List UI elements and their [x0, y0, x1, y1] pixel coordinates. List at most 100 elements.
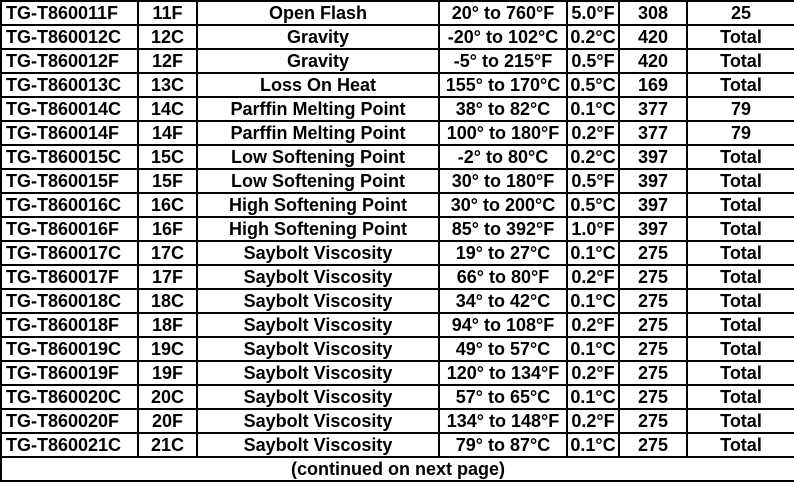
- cell-graduation: 0.5°F: [566, 48, 620, 74]
- cell-graduation: 0.5°C: [566, 72, 620, 98]
- cell-code: 17C: [137, 240, 198, 266]
- cell-catalog-number: TG-T860020C: [0, 384, 139, 410]
- cell-length: 275: [618, 288, 688, 314]
- cell-test-name: Parffin Melting Point: [196, 120, 440, 146]
- cell-catalog-number: TG-T860020F: [0, 408, 139, 434]
- cell-test-name: Saybolt Viscosity: [196, 312, 440, 338]
- cell-temp-range: 30° to 200°C: [438, 192, 568, 218]
- cell-test-name: Open Flash: [196, 0, 440, 26]
- cell-graduation: 0.2°F: [566, 264, 620, 290]
- cell-code: 15C: [137, 144, 198, 170]
- cell-temp-range: 155° to 170°C: [438, 72, 568, 98]
- cell-length: 420: [618, 48, 688, 74]
- cell-temp-range: 94° to 108°F: [438, 312, 568, 338]
- cell-length: 397: [618, 216, 688, 242]
- cell-test-name: High Softening Point: [196, 192, 440, 218]
- cell-graduation: 0.2°C: [566, 24, 620, 50]
- cell-immersion: Total: [686, 288, 794, 314]
- cell-graduation: 0.2°F: [566, 360, 620, 386]
- cell-temp-range: 30° to 180°F: [438, 168, 568, 194]
- cell-length: 275: [618, 432, 688, 458]
- cell-temp-range: 79° to 87°C: [438, 432, 568, 458]
- cell-immersion: Total: [686, 384, 794, 410]
- cell-temp-range: -20° to 102°C: [438, 24, 568, 50]
- cell-temp-range: -2° to 80°C: [438, 144, 568, 170]
- cell-code: 12C: [137, 24, 198, 50]
- cell-code: 16F: [137, 216, 198, 242]
- cell-length: 420: [618, 24, 688, 50]
- cell-graduation: 0.1°C: [566, 96, 620, 122]
- cell-code: 14C: [137, 96, 198, 122]
- cell-catalog-number: TG-T860013C: [0, 72, 139, 98]
- cell-graduation: 0.2°F: [566, 312, 620, 338]
- cell-test-name: Saybolt Viscosity: [196, 288, 440, 314]
- cell-temp-range: 120° to 134°F: [438, 360, 568, 386]
- cell-catalog-number: TG-T860016C: [0, 192, 139, 218]
- table-row: TG-T860015C 15C Low Softening Point -2° to …: [0, 144, 794, 170]
- cell-code: 20C: [137, 384, 198, 410]
- cell-length: 397: [618, 144, 688, 170]
- cell-test-name: High Softening Point: [196, 216, 440, 242]
- cell-graduation: 0.5°C: [566, 192, 620, 218]
- table-row: TG-T860014F 14F Parffin Melting Point 100° …: [0, 120, 794, 146]
- cell-catalog-number: TG-T860017F: [0, 264, 139, 290]
- cell-temp-range: 49° to 57°C: [438, 336, 568, 362]
- cell-graduation: 0.1°C: [566, 240, 620, 266]
- cell-temp-range: 66° to 80°F: [438, 264, 568, 290]
- cell-graduation: 0.1°C: [566, 288, 620, 314]
- table-row: TG-T860011F 11F Open Flash 20° to 760°F 5.0°…: [0, 0, 794, 26]
- cell-graduation: 0.1°C: [566, 336, 620, 362]
- cell-test-name: Low Softening Point: [196, 168, 440, 194]
- cell-length: 308: [618, 0, 688, 26]
- table-row: TG-T860016F 16F High Softening Point 85° to…: [0, 216, 794, 242]
- cell-graduation: 0.1°C: [566, 432, 620, 458]
- cell-immersion: 79: [686, 96, 794, 122]
- cell-catalog-number: TG-T860012F: [0, 48, 139, 74]
- cell-catalog-number: TG-T860015F: [0, 168, 139, 194]
- cell-test-name: Saybolt Viscosity: [196, 264, 440, 290]
- table-row: TG-T860014C 14C Parffin Melting Point 38° t…: [0, 96, 794, 122]
- cell-code: 12F: [137, 48, 198, 74]
- cell-graduation: 1.0°F: [566, 216, 620, 242]
- cell-catalog-number: TG-T860015C: [0, 144, 139, 170]
- cell-graduation: 0.5°F: [566, 168, 620, 194]
- cell-length: 275: [618, 312, 688, 338]
- cell-immersion: Total: [686, 24, 794, 50]
- cell-immersion: 25: [686, 0, 794, 26]
- cell-catalog-number: TG-T860016F: [0, 216, 139, 242]
- table-row: TG-T860018C 18C Saybolt Viscosity 34° to 42…: [0, 288, 794, 314]
- cell-catalog-number: TG-T860014F: [0, 120, 139, 146]
- table-footer-row: (continued on next page): [0, 456, 794, 482]
- cell-immersion: Total: [686, 192, 794, 218]
- cell-code: 18F: [137, 312, 198, 338]
- cell-code: 19C: [137, 336, 198, 362]
- cell-catalog-number: TG-T860018C: [0, 288, 139, 314]
- cell-immersion: Total: [686, 360, 794, 386]
- cell-length: 169: [618, 72, 688, 98]
- cell-length: 275: [618, 408, 688, 434]
- cell-length: 377: [618, 120, 688, 146]
- cell-test-name: Saybolt Viscosity: [196, 240, 440, 266]
- table-row: TG-T860015F 15F Low Softening Point 30° to …: [0, 168, 794, 194]
- cell-length: 275: [618, 360, 688, 386]
- cell-graduation: 5.0°F: [566, 0, 620, 26]
- cell-temp-range: 20° to 760°F: [438, 0, 568, 26]
- table-row: TG-T860016C 16C High Softening Point 30° to…: [0, 192, 794, 218]
- cell-catalog-number: TG-T860014C: [0, 96, 139, 122]
- cell-code: 19F: [137, 360, 198, 386]
- cell-test-name: Saybolt Viscosity: [196, 336, 440, 362]
- cell-graduation: 0.2°C: [566, 144, 620, 170]
- cell-length: 275: [618, 336, 688, 362]
- cell-test-name: Saybolt Viscosity: [196, 360, 440, 386]
- cell-graduation: 0.1°C: [566, 384, 620, 410]
- cell-temp-range: 100° to 180°F: [438, 120, 568, 146]
- cell-graduation: 0.2°F: [566, 408, 620, 434]
- cell-catalog-number: TG-T860012C: [0, 24, 139, 50]
- cell-catalog-number: TG-T860019C: [0, 336, 139, 362]
- cell-catalog-number: TG-T860018F: [0, 312, 139, 338]
- table-row: TG-T860013C 13C Loss On Heat 155° to 170°C 0…: [0, 72, 794, 98]
- cell-length: 275: [618, 264, 688, 290]
- cell-test-name: Low Softening Point: [196, 144, 440, 170]
- cell-temp-range: 38° to 82°C: [438, 96, 568, 122]
